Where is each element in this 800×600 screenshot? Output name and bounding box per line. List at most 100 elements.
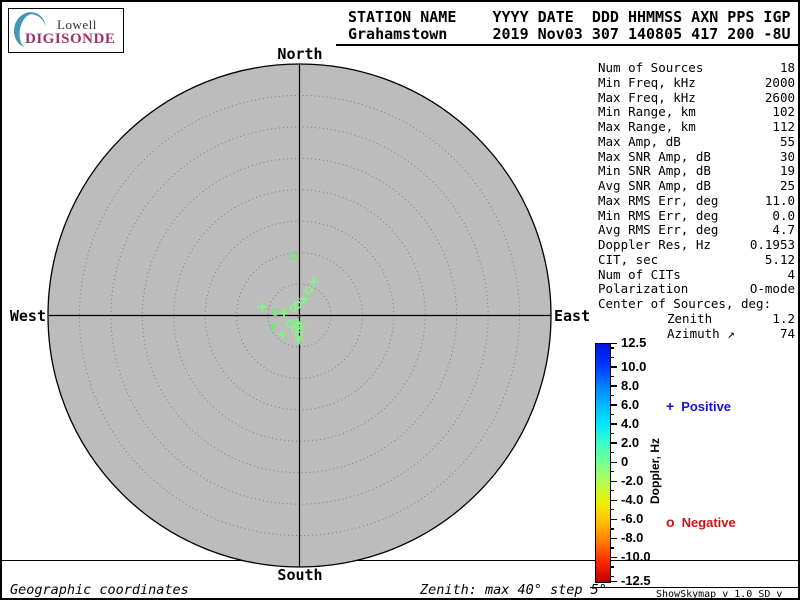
colorbar-tick-label: -12.5: [621, 573, 651, 588]
stat-row-7: Min SNR Amp, dB 19: [598, 163, 795, 179]
stat-row-2: Max Freq, kHz 2600: [598, 89, 795, 106]
circle-icon: o: [666, 514, 675, 530]
stat-value: O-mode: [749, 281, 795, 297]
colorbar-tick: [610, 566, 614, 568]
header-station-values: Grahamstown 2019 Nov03 307 140805 417 20…: [348, 25, 791, 43]
stat-value: 112: [772, 119, 795, 134]
colorbar-tick: [610, 356, 614, 359]
stat-value: 30: [779, 148, 795, 164]
source-point-positive: [299, 294, 309, 304]
stat-row-17: Zenith 1.2: [598, 310, 795, 327]
measurement-stats-panel: Num of Sources 18 Min Freq, kHz 2000 Max Fre…: [598, 60, 795, 342]
colorbar-tick: [610, 509, 614, 511]
colorbar-tick: [610, 528, 614, 530]
stat-label: Doppler Res, Hz: [598, 237, 711, 252]
colorbar-tick-label: 2.0: [621, 434, 640, 450]
header-separator: [336, 44, 798, 46]
colorbar-tick: [610, 385, 617, 387]
colorbar-tick: [610, 413, 614, 416]
colorbar-tick: [610, 347, 614, 349]
stat-row-11: Avg RMS Err, deg 4.7: [598, 222, 795, 238]
stat-label: Max SNR Amp, dB: [598, 148, 711, 164]
colorbar-tick: [610, 537, 617, 540]
colorbar-tick: [610, 471, 614, 473]
stat-label: Avg RMS Err, deg: [598, 222, 719, 238]
stat-row-4: Max Range, km 112: [598, 119, 795, 135]
source-point-negative: [304, 286, 313, 294]
stat-label: Num of CITs: [598, 266, 681, 282]
colorbar-tick: [610, 480, 617, 482]
colorbar-tick: [610, 394, 614, 397]
source-point-positive: [267, 322, 277, 332]
stat-label: Max Range, km: [598, 119, 696, 134]
stat-value: 11.0: [764, 192, 795, 208]
colorbar-tick: [610, 423, 617, 425]
coordinates-mode-label: Geographic coordinates: [10, 582, 189, 598]
stat-label: Min Range, km: [598, 104, 696, 120]
stat-label: Max Freq, kHz: [598, 89, 696, 105]
colorbar-tick-label: -10.0: [621, 549, 651, 565]
logo-digisonde-text: DIGISONDE: [25, 31, 116, 47]
stat-row-1: Min Freq, kHz 2000: [598, 74, 795, 91]
stat-row-18: Azimuth ↗ 74: [598, 325, 795, 342]
stat-label: Zenith: [667, 310, 713, 326]
doppler-axis-label: Doppler, Hz: [648, 438, 662, 505]
stat-row-16: Center of Sources, deg:: [598, 296, 795, 312]
colorbar-tick: [610, 499, 617, 501]
stat-value: 102: [772, 104, 795, 120]
compass-label-south: South: [277, 566, 323, 584]
source-point-negative: [286, 320, 295, 328]
stat-row-6: Max SNR Amp, dB 30: [598, 148, 795, 165]
colorbar-tick: [610, 461, 617, 463]
stat-row-13: CIT, sec 5.12: [598, 251, 795, 268]
source-point-negative: [271, 308, 280, 316]
stat-value: 18: [779, 60, 795, 75]
compass-label-north: North: [277, 45, 323, 63]
stat-value: 19: [779, 163, 795, 179]
source-point-negative: [290, 303, 298, 312]
source-point-positive: [257, 302, 267, 312]
colorbar-tick: [610, 547, 614, 549]
stat-label: CIT, sec: [598, 251, 659, 267]
colorbar-tick-label: 8.0: [621, 377, 640, 393]
colorbar-tick-label: -2.0: [621, 473, 644, 489]
colorbar-tick: [610, 556, 617, 559]
doppler-colorbar: [595, 343, 611, 583]
colorbar-tick: [610, 518, 617, 520]
stat-row-8: Avg SNR Amp, dB 25: [598, 178, 795, 194]
stat-value: 4.7: [772, 222, 795, 238]
colorbar-tick-label: -6.0: [621, 511, 644, 527]
stat-row-15: Polarization O-mode: [598, 281, 795, 297]
stat-row-12: Doppler Res, Hz 0.1953: [598, 237, 795, 253]
stat-row-9: Max RMS Err, deg 11.0: [598, 192, 795, 209]
stat-row-3: Min Range, km 102: [598, 104, 795, 120]
stat-value: 0.0: [772, 207, 795, 223]
panel-bottom-separator: [590, 587, 798, 588]
compass-label-east: East: [554, 307, 591, 325]
doppler-colorbar-ticks: 12.5 10.0 8.0 6.0 4.0 2.0 0 -2.0 -4.0 -6.0 -8.0 -10…: [610, 335, 670, 588]
stat-value: 1.2: [772, 310, 795, 326]
stat-label: Polarization: [598, 281, 689, 297]
stat-label: Azimuth ↗: [667, 325, 735, 341]
stat-label: Num of Sources: [598, 60, 704, 75]
colorbar-tick: [610, 575, 614, 578]
colorbar-tick-label: 10.0: [621, 358, 647, 374]
colorbar-tick: [610, 451, 614, 454]
legend-positive-label: Positive: [681, 399, 732, 414]
source-point-negative: [289, 252, 298, 260]
colorbar-tick-label: 4.0: [621, 415, 640, 431]
header-column-titles: STATION NAME YYYY DATE DDD HHMMSS AXN PP…: [348, 8, 791, 26]
stat-row-0: Num of Sources 18: [598, 60, 795, 76]
stat-value: 55: [779, 133, 795, 149]
source-point-negative: [291, 325, 299, 334]
colorbar-tick: [610, 342, 617, 344]
legend-negative: o Negative: [666, 514, 736, 530]
colorbar-tick: [610, 580, 617, 582]
colorbar-tick-label: 0: [621, 454, 629, 469]
stat-label: Avg SNR Amp, dB: [598, 178, 711, 193]
stat-label: Min Freq, kHz: [598, 74, 696, 90]
source-point-positive: [277, 329, 287, 339]
colorbar-tick-label: -4.0: [621, 492, 644, 508]
